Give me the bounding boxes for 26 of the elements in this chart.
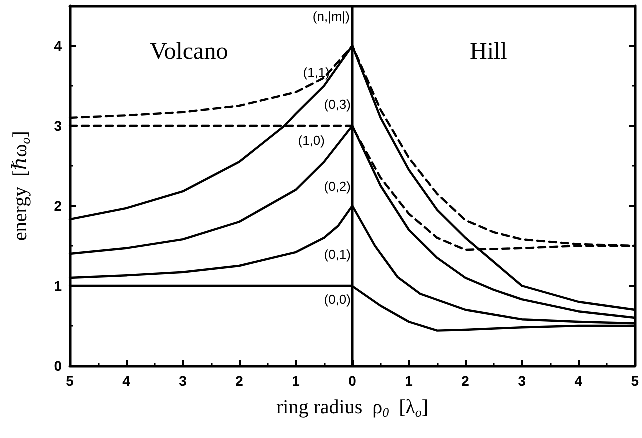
x-tick-label: 4 bbox=[574, 373, 583, 389]
annotation: Hill bbox=[470, 39, 508, 65]
x-tick-label: 2 bbox=[236, 373, 244, 389]
x-tick-label: 1 bbox=[292, 373, 300, 389]
annotation: (0,3) bbox=[324, 97, 351, 112]
annotation: Volcano bbox=[150, 39, 228, 65]
y-tick-label: 3 bbox=[54, 118, 62, 134]
x-tick-label: 4 bbox=[122, 373, 131, 389]
x-tick-label: 0 bbox=[348, 373, 357, 389]
x-tick-label: 2 bbox=[462, 373, 470, 389]
annotation: (0,0) bbox=[324, 292, 351, 307]
x-tick-label: 3 bbox=[518, 373, 526, 389]
y-tick-label: 2 bbox=[54, 198, 62, 214]
x-tick-label: 5 bbox=[66, 373, 74, 389]
y-tick-label: 4 bbox=[54, 38, 62, 54]
x-tick-label: 3 bbox=[179, 373, 188, 389]
x-tick-label: 1 bbox=[405, 373, 414, 389]
annotation: (n,|m|) bbox=[312, 9, 350, 24]
annotation: (1,0) bbox=[298, 133, 325, 148]
annotation: (0,1) bbox=[324, 247, 351, 262]
annotation: (1,1) bbox=[303, 65, 330, 80]
annotation: (0,2) bbox=[324, 179, 351, 194]
y-axis-title: energy [ℏωo] bbox=[10, 131, 33, 241]
y-tick-label: 0 bbox=[54, 358, 62, 374]
x-tick-label: 5 bbox=[631, 373, 640, 389]
y-tick-label: 1 bbox=[54, 278, 62, 294]
